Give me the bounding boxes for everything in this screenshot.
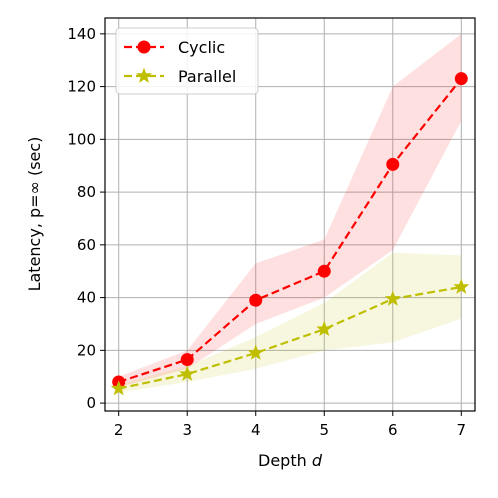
y-tick-label: 80 [77,183,96,201]
parallel-point [247,344,264,360]
parallel-point [316,320,333,337]
parallel-point [110,380,127,396]
x-axis-label-variable: d [312,451,323,470]
legend-cyclic-label: Cyclic [178,38,225,57]
y-tick-label: 20 [77,341,96,359]
parallel-point [453,278,470,294]
y-tick-label: 0 [86,394,96,412]
cyclic-band [118,33,462,388]
cyclic-point [249,293,263,307]
x-axis-ticks: 2 3 4 5 6 7 [114,411,466,439]
cyclic-point [180,353,194,367]
parallel-point [384,290,401,306]
y-tick-label: 60 [77,236,96,254]
x-axis-label-text: Depth [258,451,312,470]
parallel-line [118,285,462,390]
x-tick-label: 5 [319,421,329,439]
cyclic-point [454,72,468,86]
cyclic-point [386,157,400,171]
y-axis-label: Latency, p=∞ (sec) [25,137,44,292]
x-tick-label: 3 [182,421,192,439]
x-tick-label: 2 [114,421,124,439]
parallel-point [179,365,196,381]
legend-parallel-label: Parallel [178,67,236,86]
legend-parallel-marker [135,67,153,83]
x-axis-label: Depth d [258,451,323,470]
y-tick-label: 40 [77,289,96,307]
x-tick-label: 4 [251,421,261,439]
parallel-band [118,252,462,393]
series-markers [110,72,470,396]
legend: Cyclic Parallel [115,27,259,95]
plot-frame [104,17,476,412]
series-lines [118,77,463,390]
y-tick-label: 140 [67,25,96,43]
legend-box [115,27,259,95]
cyclic-line [118,77,463,384]
confidence-bands [118,33,462,393]
legend-cyclic-marker [137,40,151,54]
y-tick-label: 100 [67,130,96,148]
y-tick-label: 120 [67,78,96,96]
y-axis-ticks: 0 20 40 60 80 100 120 140 [67,25,105,412]
cyclic-point [317,264,331,278]
x-tick-label: 7 [457,421,467,439]
x-tick-label: 6 [388,421,398,439]
